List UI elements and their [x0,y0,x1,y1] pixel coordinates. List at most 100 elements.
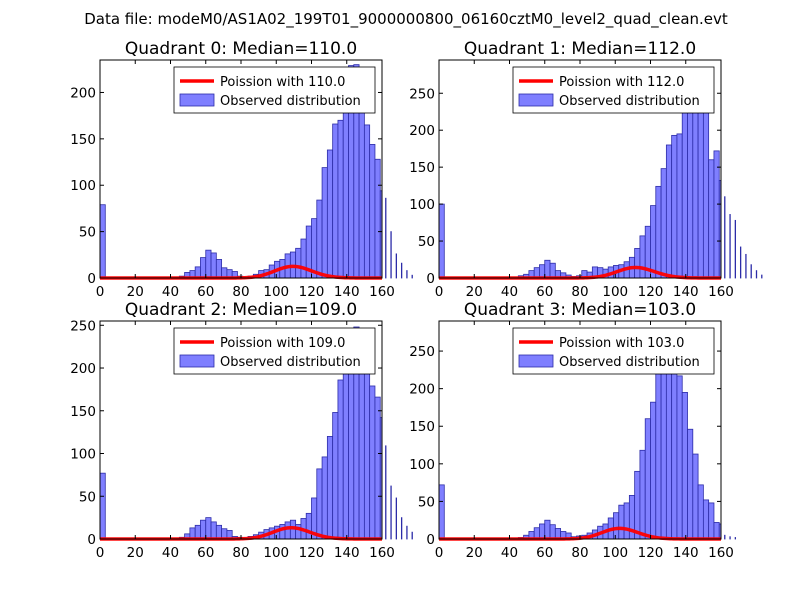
x-tick-label: 100 [602,545,628,561]
histogram-bar [549,524,556,540]
y-tick-label: 150 [409,419,435,435]
histogram-bar [205,517,212,540]
histogram-bar [676,375,683,540]
x-tick-label: 80 [232,284,249,300]
histogram-bar [750,264,752,279]
histogram-bar [200,257,207,279]
histogram-bar [99,204,106,279]
x-tick-label: 40 [162,545,179,561]
histogram-bar [210,252,217,279]
y-tick-label: 100 [409,457,435,473]
histogram-bar [745,253,747,279]
x-tick-label: 120 [638,284,664,300]
legend-histogram-label: Observed distribution [559,94,700,109]
quadrant-0-panel: Quadrant 0: Median=110.0 0 20 40 60 80 100 120 1… [70,39,413,300]
x-tick-label: 160 [369,284,395,300]
histogram-bar [205,249,212,279]
legend-poisson-label: Poission with 110.0 [220,75,345,90]
histogram-bar [385,445,387,540]
histogram-bar [215,259,223,279]
histogram-bar [697,105,704,279]
histogram-bar [544,519,551,540]
y-tick-label: 200 [409,382,435,398]
x-tick-label: 140 [334,284,360,300]
histogram-bar [697,484,704,540]
y-tick-label: 50 [418,234,435,250]
histogram-bar [655,185,662,279]
quadrant-3-x-axis: 0 20 40 60 80 100 120 140 160 [435,321,734,561]
histogram-bar [321,456,328,540]
x-tick-label: 20 [127,284,144,300]
y-tick-label: 100 [409,197,435,213]
legend-histogram-swatch [518,93,554,107]
x-tick-label: 80 [232,545,249,561]
histogram-bar [326,149,334,279]
y-tick-label: 200 [409,123,435,139]
y-tick-label: 250 [409,344,435,360]
quadrant-2-panel: Quadrant 2: Median=109.0 0 20 40 60 80 100 120 1… [70,300,413,561]
histogram-bar [342,84,349,279]
histogram-bar [311,218,318,279]
x-tick-label: 100 [602,284,628,300]
legend-poisson-label: Poission with 103.0 [559,336,684,351]
histogram-bar [411,274,413,279]
histogram-bar [337,119,344,279]
quadrant-2-x-axis: 0 20 40 60 80 100 120 140 160 [96,321,395,561]
histogram-bar [655,371,662,540]
histogram-bar [400,517,403,540]
histogram-bar [395,497,398,540]
x-tick-label: 120 [638,545,664,561]
x-tick-label: 0 [435,545,444,561]
histogram-bar [305,512,312,540]
x-tick-label: 160 [369,545,395,561]
x-tick-label: 160 [708,284,734,300]
histogram-bar [681,392,688,540]
x-tick-label: 100 [263,284,289,300]
x-tick-label: 0 [96,545,105,561]
histogram-bar [406,525,408,540]
x-tick-label: 20 [466,545,483,561]
y-tick-label: 250 [409,86,435,102]
quadrant-2-y-axis: 0 50 100 150 200 250 [70,318,382,548]
y-tick-label: 0 [426,271,435,287]
x-tick-label: 160 [708,545,734,561]
y-tick-label: 250 [70,318,96,334]
histogram-bar [385,197,387,279]
histogram-bar [411,531,413,540]
quadrant-3-y-axis: 0 50 100 150 200 250 [409,344,721,548]
histogram-bar [200,519,207,540]
histogram-bar [395,253,398,279]
x-tick-label: 60 [536,284,553,300]
x-tick-label: 60 [197,545,214,561]
histogram-bar [363,124,371,279]
histogram-bar [639,449,646,540]
histogram-bar [724,534,726,540]
histogram-bar [729,214,731,279]
x-tick-label: 40 [501,545,518,561]
legend-histogram-swatch [518,354,554,368]
x-tick-label: 40 [501,284,518,300]
quadrant-0-x-axis: 0 20 40 60 80 100 120 140 160 [96,60,395,300]
histogram-bar [713,522,720,540]
histogram-bar [644,418,651,540]
y-tick-label: 50 [79,489,96,505]
histogram-bar [342,360,349,540]
x-tick-label: 140 [673,545,699,561]
x-tick-label: 80 [571,284,588,300]
histogram-bar [650,401,657,540]
legend-histogram-label: Observed distribution [559,355,700,370]
histogram-bar [761,274,763,279]
histogram-bar [660,354,667,540]
histogram-bar [613,512,620,540]
histogram-bar [639,235,646,279]
x-tick-label: 100 [263,545,289,561]
legend-histogram-swatch [179,354,215,368]
y-tick-label: 100 [70,178,96,194]
quadrant-0-y-axis: 0 50 100 150 200 [70,85,382,287]
histogram-bar [210,521,217,540]
quadrant-1-legend: Poission with 112.0 Observed distribution [512,66,715,114]
y-tick-label: 150 [409,160,435,176]
x-tick-label: 0 [435,284,444,300]
x-tick-label: 40 [162,284,179,300]
